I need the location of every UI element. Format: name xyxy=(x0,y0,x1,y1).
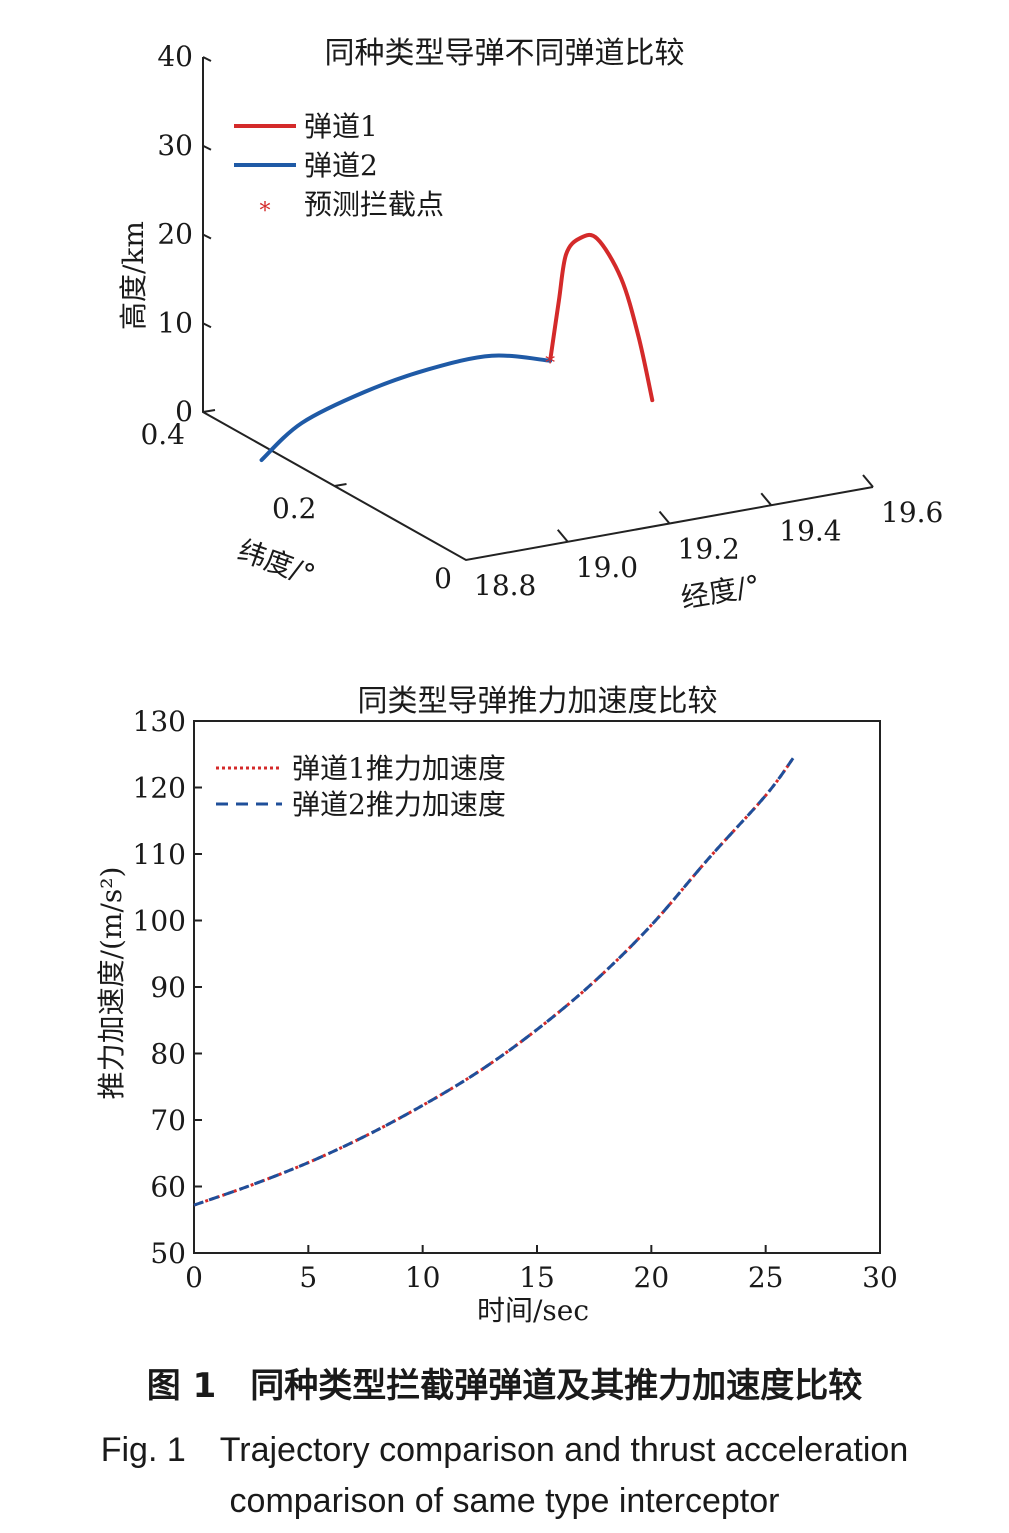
z-tick-mark xyxy=(202,56,212,62)
lon-tick-label: 19.4 xyxy=(779,514,841,547)
lon-tick-label: 19.6 xyxy=(881,496,943,529)
lon-tick-mark xyxy=(862,474,874,488)
lat-tick-mark xyxy=(202,409,216,413)
trajectory-1-line xyxy=(548,232,655,403)
intercept-point-marker: * xyxy=(545,350,555,374)
chart1-3d-trajectory: 0 10 20 30 40 0 0.2 0.4 18.8 19.0 19.2 19.4 19.6 高度/k… xyxy=(117,40,943,615)
z-tick-label: 30 xyxy=(157,129,193,162)
lon-tick-label: 19.0 xyxy=(576,551,638,584)
figure-caption-en-line1: Fig. 1 Trajectory comparison and thrust … xyxy=(100,1431,909,1469)
z-tick-mark xyxy=(202,233,212,240)
lon-tick-mark xyxy=(760,492,773,506)
legend-label-trajectory-1: 弹道1 xyxy=(304,110,378,143)
figure-caption-en-line2: comparison of same type interceptor xyxy=(229,1482,780,1520)
y-tick-label: 60 xyxy=(150,1171,186,1204)
lat-tick-label: 0.4 xyxy=(140,418,185,451)
legend-label-series-1: 弹道1推力加速度 xyxy=(292,752,506,785)
chart2-thrust-acceleration: 0 5 10 15 20 25 30 50 60 70 80 90 100 110 120 130 时间/sec… xyxy=(95,705,898,1327)
lat-tick-label: 0.2 xyxy=(272,492,317,525)
y-tick-label: 50 xyxy=(150,1237,186,1270)
y-tick-label: 110 xyxy=(133,838,186,871)
trajectory-2-line xyxy=(259,353,553,463)
x-tick-label: 10 xyxy=(405,1261,441,1294)
x-tick-label: 15 xyxy=(519,1261,555,1294)
y-tick-label: 130 xyxy=(133,705,186,738)
y-tick-label: 120 xyxy=(133,772,186,805)
lat-tick-label: 0 xyxy=(434,562,452,595)
z-tick-label: 0 xyxy=(175,395,193,428)
legend-label-intercept: 预测拦截点 xyxy=(304,188,444,221)
lon-tick-label: 19.2 xyxy=(678,533,740,566)
z-axis-label: 高度/km xyxy=(117,221,150,330)
z-tick-mark xyxy=(202,144,212,151)
x-tick-label: 5 xyxy=(299,1261,317,1294)
z-tick-label: 10 xyxy=(157,306,193,339)
figure-caption-zh: 图 1 同种类型拦截弹弹道及其推力加速度比较 xyxy=(146,1366,863,1406)
x-tick-label: 20 xyxy=(634,1261,670,1294)
lon-tick-mark xyxy=(658,510,671,525)
x-axis-label: 时间/sec xyxy=(477,1294,589,1327)
z-tick-label: 40 xyxy=(157,40,193,73)
z-tick-mark xyxy=(202,322,212,329)
series-1-line xyxy=(193,757,795,1207)
x-tick-label: 30 xyxy=(862,1261,898,1294)
y-axis-label: 推力加速度/(m/s²) xyxy=(95,867,128,1100)
legend-label-series-2: 弹道2推力加速度 xyxy=(292,788,506,821)
y-tick-label: 80 xyxy=(150,1038,186,1071)
lon-tick-label: 18.8 xyxy=(474,569,536,602)
lon-tick-mark xyxy=(556,529,569,543)
chart2-title: 同类型导弹推力加速度比较 xyxy=(357,684,718,719)
legend-label-trajectory-2: 弹道2 xyxy=(304,149,378,182)
y-tick-label: 70 xyxy=(150,1104,186,1137)
x-tick-label: 0 xyxy=(185,1261,203,1294)
z-tick-label: 20 xyxy=(157,218,193,251)
series-2-line xyxy=(193,757,795,1207)
y-tick-label: 100 xyxy=(133,905,186,938)
y-tick-label: 90 xyxy=(150,971,186,1004)
x-tick-label: 25 xyxy=(748,1261,784,1294)
lat-tick-mark xyxy=(334,483,347,487)
legend-swatch-intercept: * xyxy=(260,199,271,224)
chart1-title: 同种类型导弹不同弹道比较 xyxy=(324,36,685,71)
